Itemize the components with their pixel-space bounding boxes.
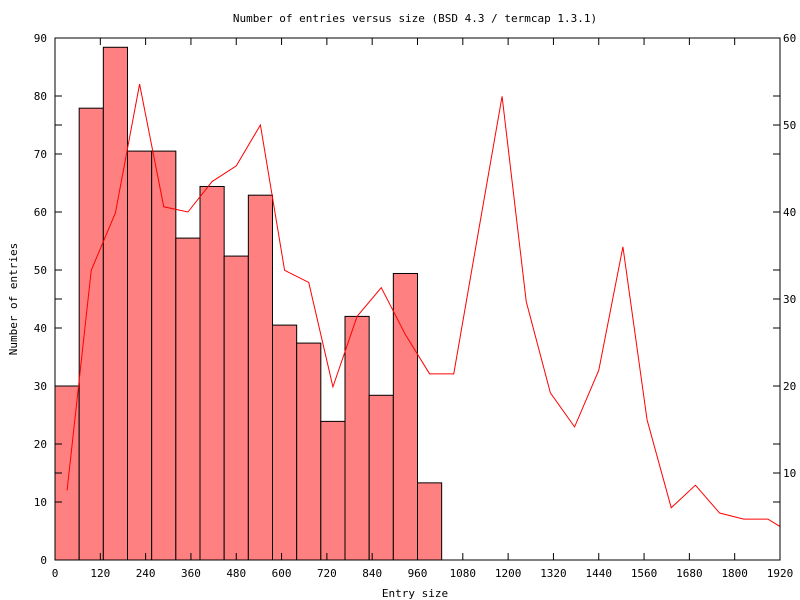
histogram-bar bbox=[151, 150, 177, 561]
y-tick-label: 50 bbox=[34, 264, 47, 277]
chart-title: Number of entries versus size (BSD 4.3 /… bbox=[233, 12, 597, 25]
x-tick-label: 720 bbox=[317, 567, 337, 580]
y2-tick-label: 50 bbox=[783, 119, 796, 132]
bars-layer bbox=[54, 46, 443, 561]
y-tick-label: 80 bbox=[34, 90, 47, 103]
x-tick-label: 1560 bbox=[631, 567, 658, 580]
histogram-bar bbox=[368, 394, 394, 561]
histogram-bar bbox=[175, 237, 201, 561]
histogram-bar bbox=[78, 107, 104, 561]
histogram-bar bbox=[127, 150, 153, 561]
histogram-bar bbox=[296, 342, 322, 561]
x-tick-label: 1080 bbox=[450, 567, 477, 580]
y-tick-label: 20 bbox=[34, 438, 47, 451]
x-axis-label: Entry size bbox=[382, 587, 448, 600]
histogram-bar bbox=[320, 420, 346, 561]
histogram-bar bbox=[272, 324, 298, 561]
y2-tick-label: 10 bbox=[783, 467, 796, 480]
histogram-bar bbox=[417, 482, 443, 561]
x-tick-label: 480 bbox=[226, 567, 246, 580]
x-tick-label: 240 bbox=[136, 567, 156, 580]
y-tick-label: 70 bbox=[34, 148, 47, 161]
y-tick-label: 10 bbox=[34, 496, 47, 509]
x-tick-label: 0 bbox=[52, 567, 59, 580]
x-tick-label: 840 bbox=[362, 567, 382, 580]
series-line bbox=[66, 84, 780, 528]
x-tick-label: 1800 bbox=[721, 567, 748, 580]
axes-layer: 0 120 240 360 480 600 720 840 960 1080 1200 1320 144… bbox=[34, 32, 797, 580]
x-tick-label: 600 bbox=[272, 567, 292, 580]
x-tick-label: 1320 bbox=[540, 567, 567, 580]
y-tick-label: 0 bbox=[40, 554, 47, 567]
x-tick-label: 360 bbox=[181, 567, 201, 580]
histogram-bar bbox=[199, 185, 225, 561]
y-axis-label: Number of entries bbox=[7, 243, 20, 356]
y-tick-label: 40 bbox=[34, 322, 47, 335]
y2-tick-label: 30 bbox=[783, 293, 796, 306]
x-tick-label: 120 bbox=[90, 567, 110, 580]
x-tick-label: 1200 bbox=[495, 567, 522, 580]
histogram-bar bbox=[102, 46, 129, 561]
x-tick-label: 960 bbox=[408, 567, 428, 580]
y-tick-label: 90 bbox=[34, 32, 47, 45]
line-layer bbox=[66, 84, 780, 528]
x-tick-label: 1920 bbox=[767, 567, 794, 580]
y2-tick-label: 20 bbox=[783, 380, 796, 393]
histogram-bar bbox=[344, 315, 370, 561]
x-tick-label: 1680 bbox=[676, 567, 703, 580]
y-tick-label: 60 bbox=[34, 206, 47, 219]
histogram-bar bbox=[247, 194, 273, 561]
histogram-bar bbox=[392, 272, 419, 561]
histogram-bar bbox=[223, 255, 249, 561]
y-tick-label: 30 bbox=[34, 380, 47, 393]
x-tick-label: 1440 bbox=[586, 567, 613, 580]
y2-tick-label: 60 bbox=[783, 32, 796, 45]
y2-tick-label: 40 bbox=[783, 206, 796, 219]
